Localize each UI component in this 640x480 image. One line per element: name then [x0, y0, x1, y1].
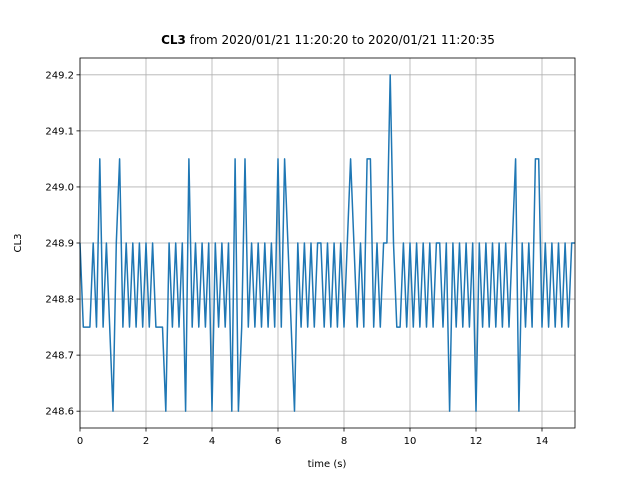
chart-title: CL3 from 2020/01/21 11:20:20 to 2020/01/… [161, 33, 495, 47]
y-tick-label: 249.1 [45, 126, 74, 137]
y-tick-label: 248.7 [45, 351, 74, 362]
y-axis-label: CL3 [13, 234, 24, 253]
title-range: from 2020/01/21 11:20:20 to 2020/01/21 1… [190, 33, 495, 47]
x-tick-label: 8 [341, 436, 347, 447]
x-tick-label: 0 [77, 436, 83, 447]
y-tick-label: 248.6 [45, 407, 74, 418]
x-tick-label: 10 [404, 436, 417, 447]
x-tick-label: 12 [470, 436, 483, 447]
x-tick-label: 6 [275, 436, 281, 447]
y-tick-label: 248.9 [45, 239, 74, 250]
y-tick-label: 249.0 [45, 182, 74, 193]
x-tick-label: 4 [209, 436, 215, 447]
x-axis-label: time (s) [308, 459, 347, 470]
y-tick-label: 249.2 [45, 70, 74, 81]
title-series: CL3 [161, 33, 186, 47]
x-tick-label: 2 [143, 436, 149, 447]
y-tick-label: 248.8 [45, 295, 74, 306]
x-tick-label: 14 [536, 436, 549, 447]
plot-frame [79, 57, 576, 429]
data-line [79, 74, 575, 412]
